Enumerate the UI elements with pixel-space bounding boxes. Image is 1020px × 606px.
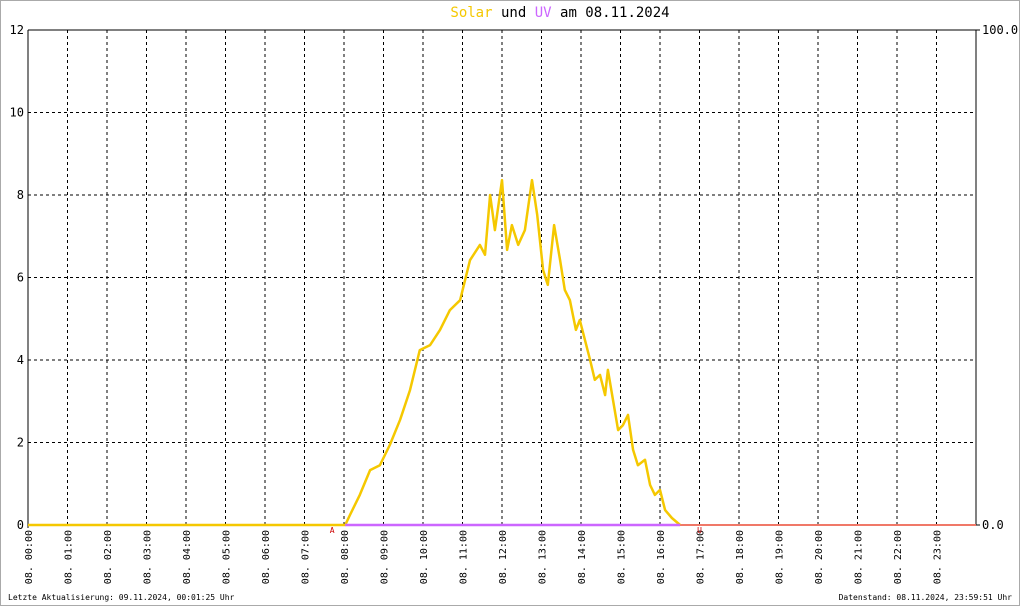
x-tick-label: 08. 17:00	[696, 530, 707, 584]
x-tick-label: 08. 05:00	[222, 530, 233, 584]
x-tick-label: 08. 08:00	[340, 530, 351, 584]
x-tick-label: 08. 13:00	[538, 530, 549, 584]
x-tick-label: 08. 09:00	[380, 530, 391, 584]
chart-title: Solar und UV am 08.11.2024	[450, 5, 669, 21]
y2-tick-label: 100.0	[982, 23, 1018, 37]
x-tick-label: 08. 04:00	[182, 530, 193, 584]
y-tick-label: 0	[17, 518, 24, 532]
annotation: A	[330, 526, 335, 535]
annotation: U	[697, 526, 702, 535]
y-tick-label: 12	[10, 23, 24, 37]
x-tick-label: 08. 00:00	[24, 530, 35, 584]
x-tick-label: 08. 21:00	[854, 530, 865, 584]
x-tick-label: 08. 22:00	[893, 530, 904, 584]
y-tick-label: 6	[17, 271, 24, 285]
x-tick-label: 08. 19:00	[775, 530, 786, 584]
x-tick-label: 08. 10:00	[419, 530, 430, 584]
y-tick-label: 4	[17, 353, 24, 367]
x-tick-label: 08. 03:00	[143, 530, 154, 584]
title-part: UV	[535, 5, 552, 21]
x-tick-label: 08. 11:00	[459, 530, 470, 584]
title-part: Solar	[450, 5, 492, 21]
y-tick-label: 2	[17, 436, 24, 450]
x-tick-label: 08. 07:00	[301, 530, 312, 584]
x-tick-label: 08. 15:00	[617, 530, 628, 584]
x-tick-label: 08. 01:00	[64, 530, 75, 584]
x-tick-label: 08. 20:00	[814, 530, 825, 584]
title-part: am 08.11.2024	[560, 5, 670, 21]
x-tick-label: 08. 02:00	[103, 530, 114, 584]
x-tick-label: 08. 23:00	[933, 530, 944, 584]
title-part: und	[501, 5, 526, 21]
x-tick-label: 08. 18:00	[735, 530, 746, 584]
footer-left: Letzte Aktualisierung: 09.11.2024, 00:01…	[8, 593, 235, 602]
footer-right: Datenstand: 08.11.2024, 23:59:51 Uhr	[839, 593, 1013, 602]
y-tick-label: 10	[10, 106, 24, 120]
y-tick-label: 8	[17, 188, 24, 202]
x-tick-label: 08. 16:00	[656, 530, 667, 584]
x-tick-label: 08. 06:00	[261, 530, 272, 584]
y2-tick-label: 0.0	[982, 518, 1004, 532]
x-tick-label: 08. 12:00	[498, 530, 509, 584]
series-line	[28, 178, 681, 527]
x-tick-label: 08. 14:00	[577, 530, 588, 584]
